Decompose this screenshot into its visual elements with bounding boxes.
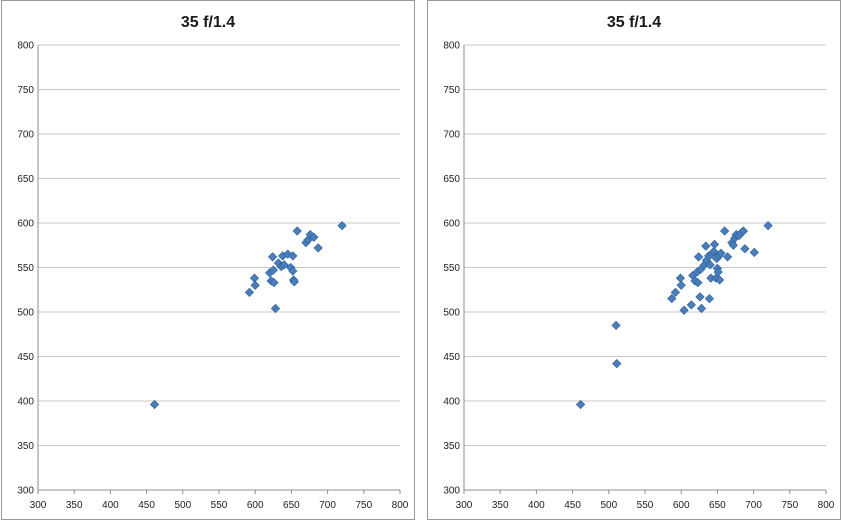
scatter-point [269, 278, 279, 288]
x-tick-label: 300 [30, 500, 47, 511]
x-tick-label: 350 [492, 500, 509, 511]
scatter-point [289, 277, 299, 287]
scatter-point [749, 247, 759, 257]
x-tick-label: 550 [637, 500, 654, 511]
scatter-point [696, 303, 707, 314]
x-tick-label: 350 [66, 500, 83, 511]
scatter-point [249, 273, 260, 283]
scatter-point [728, 240, 738, 250]
x-tick-label: 750 [355, 500, 372, 511]
scatter-point [250, 280, 260, 290]
scatter-point [667, 294, 677, 304]
y-tick-label: 700 [17, 130, 34, 141]
y-tick-label: 450 [443, 352, 460, 363]
scatter-point [714, 275, 725, 285]
scatter-point [288, 266, 298, 276]
scatter-point [675, 273, 686, 283]
y-tick-label: 650 [17, 174, 34, 185]
scatter-point [693, 252, 704, 262]
scatter-point [740, 244, 750, 254]
y-tick-label: 500 [443, 308, 460, 319]
x-tick-label: 300 [456, 500, 473, 511]
scatter-point [612, 358, 622, 369]
scatter-point [722, 252, 733, 262]
scatter-point [693, 278, 703, 288]
y-tick-label: 350 [17, 441, 34, 452]
x-tick-label: 400 [528, 500, 545, 511]
y-tick-label: 550 [443, 263, 460, 274]
x-tick-label: 800 [392, 500, 409, 511]
x-tick-label: 600 [673, 500, 690, 511]
scatter-point [763, 221, 773, 231]
x-tick-label: 700 [745, 500, 762, 511]
scatter-point [709, 239, 720, 249]
scatter-point [676, 280, 686, 290]
scatter-point [309, 232, 319, 242]
scatter-point [713, 267, 723, 277]
scatter-point [292, 226, 302, 236]
y-tick-label: 600 [17, 219, 34, 230]
scatter-chart-right: 35 f/1.4 300 350 400 450 500 550 600 650 700 750 80… [427, 0, 841, 520]
x-tick-label: 600 [247, 500, 264, 511]
scatter-point [705, 260, 715, 270]
y-tick-label: 450 [17, 352, 34, 363]
y-tick-label: 800 [443, 41, 460, 52]
scatter-chart-left: 35 f/1.4 300 350 400 450 500 550 600 650 700 750 80… [1, 0, 415, 520]
y-tick-label: 700 [443, 130, 460, 141]
scatter-point [149, 399, 160, 410]
scatter-point [686, 300, 696, 310]
y-tick-label: 650 [443, 174, 460, 185]
scatter-point [267, 252, 278, 262]
scatter-point [288, 251, 298, 261]
chart-title: 35 f/1.4 [607, 14, 661, 31]
chart-svg-right: 35 f/1.4 300 350 400 450 500 550 600 650 700 750 80… [443, 14, 835, 511]
x-tick-label: 400 [102, 500, 119, 511]
y-tick-label: 400 [443, 397, 460, 408]
y-tick-label: 800 [17, 41, 34, 52]
y-tick-label: 300 [443, 486, 460, 497]
y-tick-label: 500 [17, 308, 34, 319]
chart-title: 35 f/1.4 [181, 14, 235, 31]
x-tick-label: 450 [564, 500, 581, 511]
x-tick-label: 500 [174, 500, 191, 511]
scatter-point [701, 241, 711, 251]
scatter-point [575, 399, 586, 410]
y-tick-label: 750 [443, 85, 460, 96]
y-tick-label: 600 [443, 219, 460, 230]
x-tick-label: 750 [781, 500, 798, 511]
y-tick-label: 350 [443, 441, 460, 452]
scatter-point [709, 246, 719, 257]
y-tick-label: 400 [17, 397, 34, 408]
scatter-point [679, 305, 689, 315]
y-tick-label: 300 [17, 486, 34, 497]
scatter-point [704, 294, 715, 304]
x-tick-label: 650 [283, 500, 300, 511]
scatter-point [611, 320, 621, 330]
scatter-point [695, 292, 705, 302]
x-tick-label: 700 [319, 500, 336, 511]
scatter-point [670, 287, 681, 298]
x-tick-label: 800 [818, 500, 835, 511]
chart-svg-left: 35 f/1.4 300 350 400 450 500 550 600 650 700 750 80… [17, 14, 409, 511]
x-tick-label: 550 [211, 500, 228, 511]
scatter-point [244, 287, 255, 298]
scatter-point [720, 226, 730, 236]
scatter-point [268, 265, 278, 275]
x-tick-label: 650 [709, 500, 726, 511]
scatter-point [716, 248, 726, 258]
y-tick-label: 750 [17, 85, 34, 96]
scatter-point [738, 226, 749, 236]
y-tick-label: 550 [17, 263, 34, 274]
scatter-point [270, 303, 281, 314]
scatter-point [313, 243, 323, 253]
scatter-point [279, 260, 289, 270]
scatter-point [337, 221, 347, 231]
x-tick-label: 450 [138, 500, 155, 511]
x-tick-label: 500 [600, 500, 617, 511]
